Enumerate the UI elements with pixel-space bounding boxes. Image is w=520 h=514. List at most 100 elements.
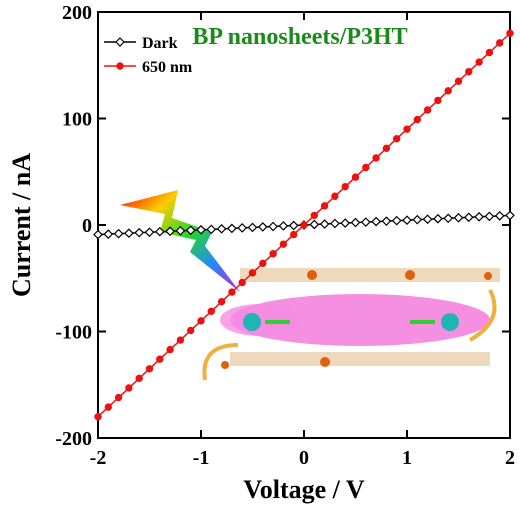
atom: [484, 272, 492, 280]
point: [269, 250, 277, 258]
atom: [221, 361, 229, 369]
point: [453, 212, 464, 223]
point: [175, 225, 186, 236]
x-tick-label: 0: [299, 447, 309, 469]
x-tick-label: -1: [193, 447, 210, 469]
point: [227, 223, 237, 234]
inset-illustration: [120, 190, 500, 381]
point: [350, 217, 361, 228]
point: [319, 219, 330, 229]
point: [371, 216, 381, 227]
point: [474, 211, 484, 222]
point: [165, 226, 175, 237]
y-tick-label: 200: [62, 2, 92, 24]
legend-label: 650 nm: [142, 59, 193, 76]
point: [465, 67, 473, 76]
point: [116, 62, 124, 70]
point: [341, 182, 349, 191]
atom: [307, 270, 317, 280]
point: [257, 222, 268, 232]
point: [484, 211, 495, 222]
point: [217, 297, 226, 306]
point: [93, 229, 103, 240]
point: [494, 210, 505, 221]
y-tick-label: 0: [82, 215, 92, 237]
polymer-chain: [240, 268, 500, 282]
point: [506, 29, 514, 37]
point: [412, 214, 423, 225]
point: [403, 125, 411, 133]
point: [485, 48, 494, 57]
point: [402, 215, 412, 226]
bp-sheet: [230, 294, 490, 346]
curved-arrow: [468, 289, 497, 342]
x-tick-label: 1: [402, 447, 412, 469]
polymer-chain: [230, 352, 490, 366]
point: [393, 135, 401, 143]
point: [290, 230, 298, 239]
point: [207, 307, 216, 315]
point: [310, 211, 318, 220]
point: [187, 326, 195, 335]
point: [176, 336, 185, 344]
y-axis-label: Current / nA: [7, 153, 36, 297]
point: [103, 229, 114, 240]
point: [309, 219, 320, 230]
legend-label: Dark: [142, 35, 178, 52]
point: [166, 345, 174, 354]
curved-arrow: [202, 343, 239, 381]
point: [216, 223, 227, 234]
x-tick-label: 2: [505, 447, 515, 469]
point: [113, 228, 124, 239]
point: [423, 106, 432, 114]
point: [124, 228, 134, 239]
point: [135, 374, 143, 383]
point: [422, 214, 433, 225]
y-tick-label: -200: [55, 428, 92, 450]
point: [278, 221, 289, 231]
point: [382, 144, 391, 153]
x-tick-label: -2: [90, 447, 107, 469]
point: [372, 154, 380, 162]
annotation: BP nanosheets/P3HT: [192, 24, 407, 50]
point: [196, 224, 206, 235]
point: [238, 278, 246, 287]
point: [115, 37, 125, 47]
point: [114, 393, 123, 402]
point: [145, 365, 154, 373]
point: [197, 317, 205, 325]
y-tick-label: 100: [62, 109, 92, 131]
hole: [243, 313, 261, 331]
point: [505, 210, 515, 221]
point: [362, 163, 370, 172]
point: [268, 221, 278, 232]
point: [434, 96, 442, 105]
point: [144, 227, 155, 238]
point: [360, 217, 371, 227]
hole: [441, 313, 459, 331]
point: [206, 224, 217, 235]
point: [279, 240, 288, 248]
point: [259, 259, 267, 268]
point: [247, 222, 258, 233]
point: [351, 173, 360, 181]
point: [228, 288, 236, 296]
y-tick-label: -100: [55, 322, 92, 344]
point: [454, 77, 463, 85]
point: [391, 215, 402, 226]
point: [156, 355, 164, 363]
point: [443, 213, 454, 224]
atom: [320, 357, 330, 367]
x-axis-label: Voltage / V: [243, 475, 365, 504]
point: [288, 220, 299, 231]
point: [463, 212, 474, 223]
point: [237, 223, 248, 233]
point: [104, 403, 113, 411]
point: [320, 202, 329, 210]
point: [475, 58, 483, 66]
point: [248, 269, 257, 277]
point: [381, 216, 392, 227]
point: [125, 384, 133, 392]
point: [413, 115, 421, 124]
